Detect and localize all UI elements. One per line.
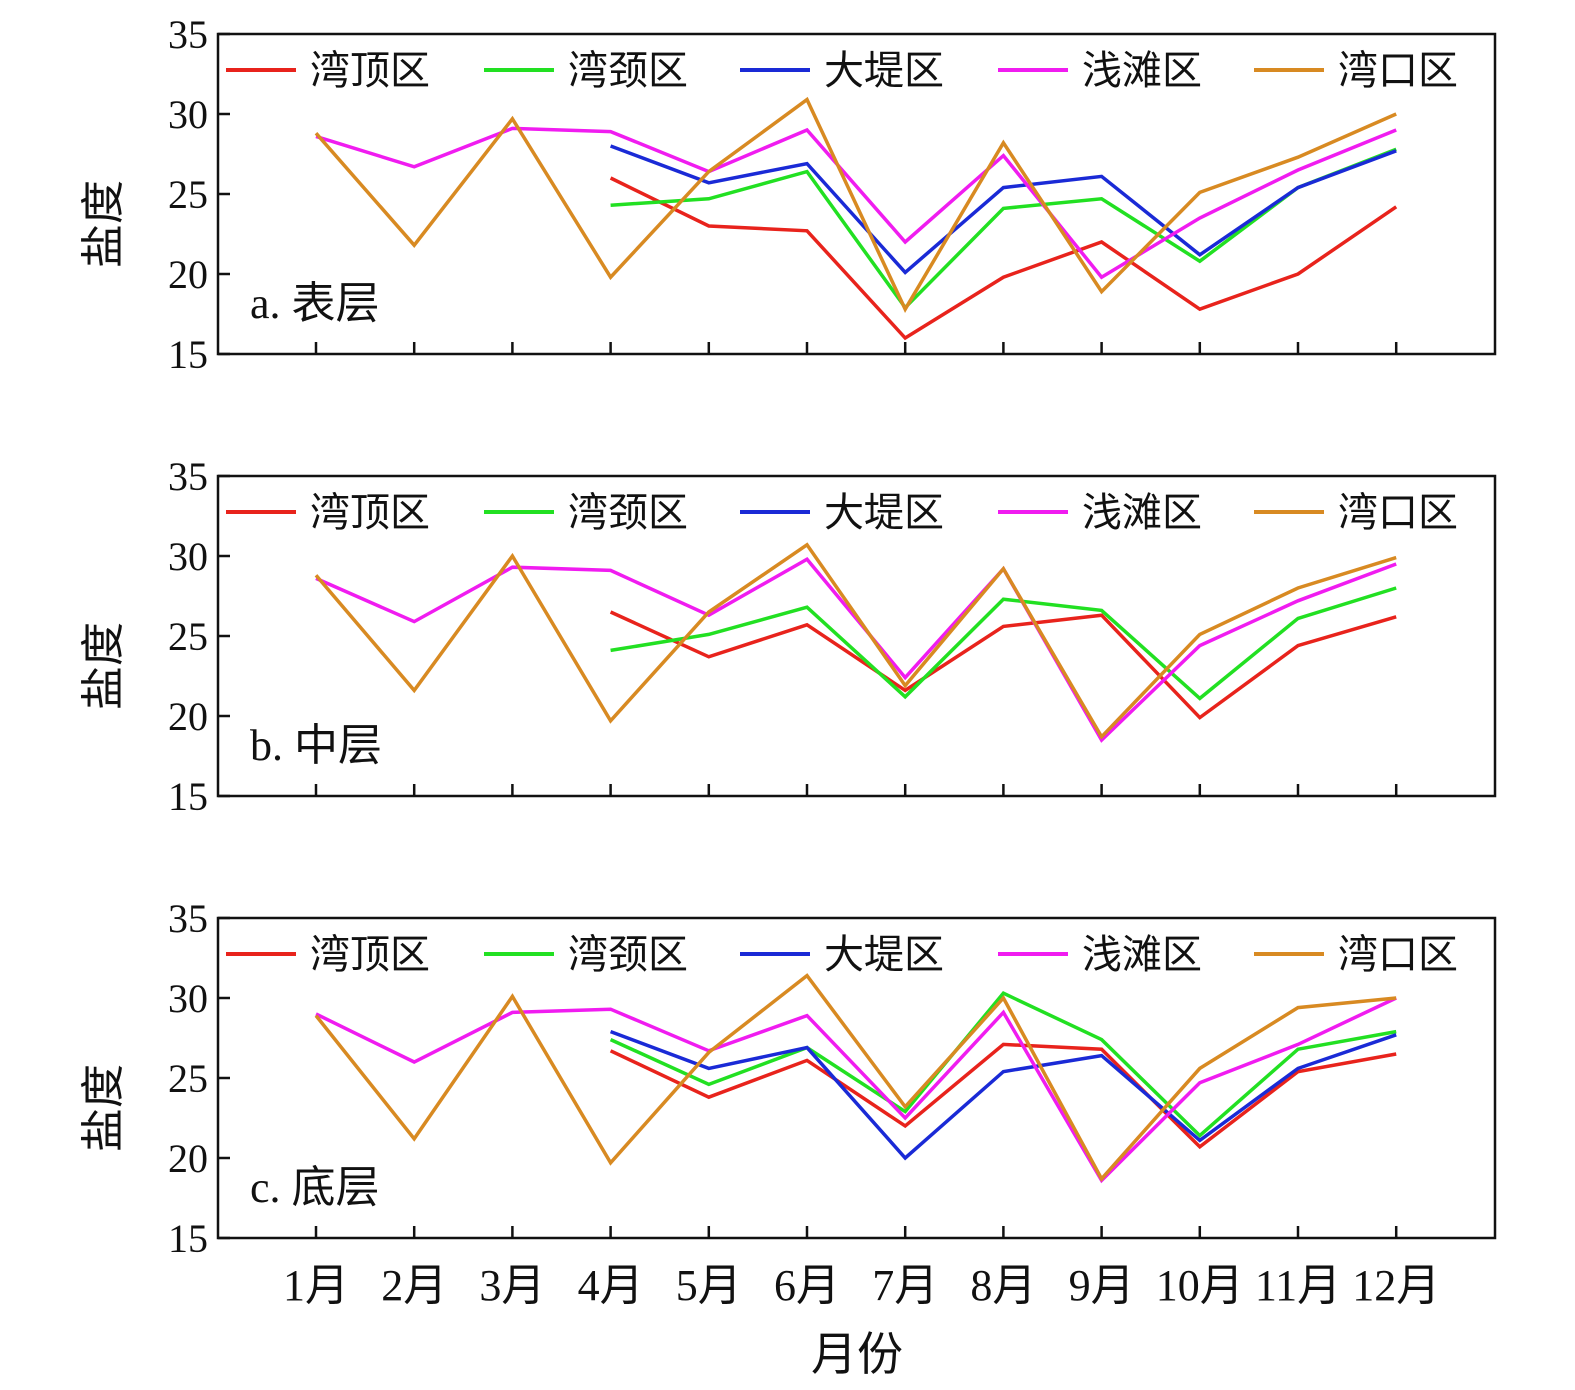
series-line <box>610 586 1397 701</box>
x-tick-label: 6月 <box>774 1261 840 1310</box>
series-line <box>609 1029 1397 1161</box>
x-tick-label: 1月 <box>283 1261 349 1310</box>
x-tick-label: 7月 <box>872 1261 938 1310</box>
legend-label: 湾颈区 <box>568 490 688 535</box>
legend-label: 大堤区 <box>824 490 944 535</box>
legend-label: 大堤区 <box>824 932 944 977</box>
series-line <box>315 556 1397 743</box>
panel-label: a. 表层 <box>250 279 380 328</box>
legend-label: 湾顶区 <box>310 932 430 977</box>
y-tick-label: 30 <box>168 92 208 137</box>
series-line <box>609 991 1397 1138</box>
y-tick-label: 15 <box>168 774 208 819</box>
series-line <box>315 126 1397 280</box>
y-tick-label: 35 <box>168 454 208 499</box>
series-line <box>315 996 1397 1184</box>
series-line <box>314 542 1397 740</box>
y-tick-label: 25 <box>168 172 208 217</box>
x-tick-label: 9月 <box>1069 1261 1135 1310</box>
y-tick-label: 25 <box>168 614 208 659</box>
legend-label: 湾颈区 <box>568 932 688 977</box>
legend-label: 浅滩区 <box>1082 48 1202 93</box>
x-axis-month-labels: 1月 2月 3月 4月 5月 6月 7月 8月 9月 10月 11月 12月 <box>283 1261 1440 1310</box>
y-tick-label: 20 <box>168 1136 208 1181</box>
series-line <box>609 144 1397 275</box>
legend-label: 湾口区 <box>1338 490 1458 535</box>
y-tick-label: 20 <box>168 252 208 297</box>
panel-label: b. 中层 <box>250 721 382 770</box>
x-tick-label: 2月 <box>381 1261 447 1310</box>
legend-label: 大堤区 <box>824 48 944 93</box>
chart-panel: 15 20 25 30 35 盐度 湾顶区 湾颈区 大堤区 浅滩区 湾口区 a. 表层 <box>79 12 1497 377</box>
series-line <box>609 176 1398 341</box>
chart-panel: 15 20 25 30 35 盐度 湾顶区 湾颈区 大堤区 浅滩区 湾口区 c. 底层 <box>79 896 1497 1261</box>
y-axis-title: 盐度 <box>79 1064 128 1152</box>
x-tick-label: 12月 <box>1352 1261 1440 1310</box>
y-axis-title: 盐度 <box>79 180 128 268</box>
legend-label: 浅滩区 <box>1082 490 1202 535</box>
x-tick-label: 4月 <box>578 1261 644 1310</box>
y-tick-label: 30 <box>168 976 208 1021</box>
x-tick-label: 5月 <box>676 1261 742 1310</box>
y-tick-label: 15 <box>168 1216 208 1261</box>
y-tick-label: 20 <box>168 694 208 739</box>
legend-label: 湾口区 <box>1338 48 1458 93</box>
x-tick-label: 10月 <box>1156 1261 1244 1310</box>
x-tick-label: 11月 <box>1255 1261 1341 1310</box>
legend-label: 浅滩区 <box>1082 932 1202 977</box>
y-tick-label: 35 <box>168 12 208 57</box>
y-tick-label: 35 <box>168 896 208 941</box>
panel-label: c. 底层 <box>250 1163 380 1212</box>
x-axis-title: 月份 <box>811 1329 903 1380</box>
series-line <box>609 610 1397 720</box>
y-tick-label: 30 <box>168 534 208 579</box>
legend-label: 湾顶区 <box>310 48 430 93</box>
legend-label: 湾口区 <box>1338 932 1458 977</box>
chart-panel: 15 20 25 30 35 盐度 湾顶区 湾颈区 大堤区 浅滩区 湾口区 b. 中层 <box>79 454 1497 819</box>
y-tick-label: 25 <box>168 1056 208 1101</box>
x-tick-label: 8月 <box>970 1261 1036 1310</box>
series-line <box>609 1042 1397 1150</box>
series-line <box>314 973 1397 1182</box>
y-axis-title: 盐度 <box>79 622 128 710</box>
legend-label: 湾颈区 <box>568 48 688 93</box>
x-tick-label: 3月 <box>479 1261 545 1310</box>
y-tick-label: 15 <box>168 332 208 377</box>
legend-label: 湾顶区 <box>310 490 430 535</box>
series-line <box>314 96 1397 313</box>
series-line <box>610 147 1397 311</box>
